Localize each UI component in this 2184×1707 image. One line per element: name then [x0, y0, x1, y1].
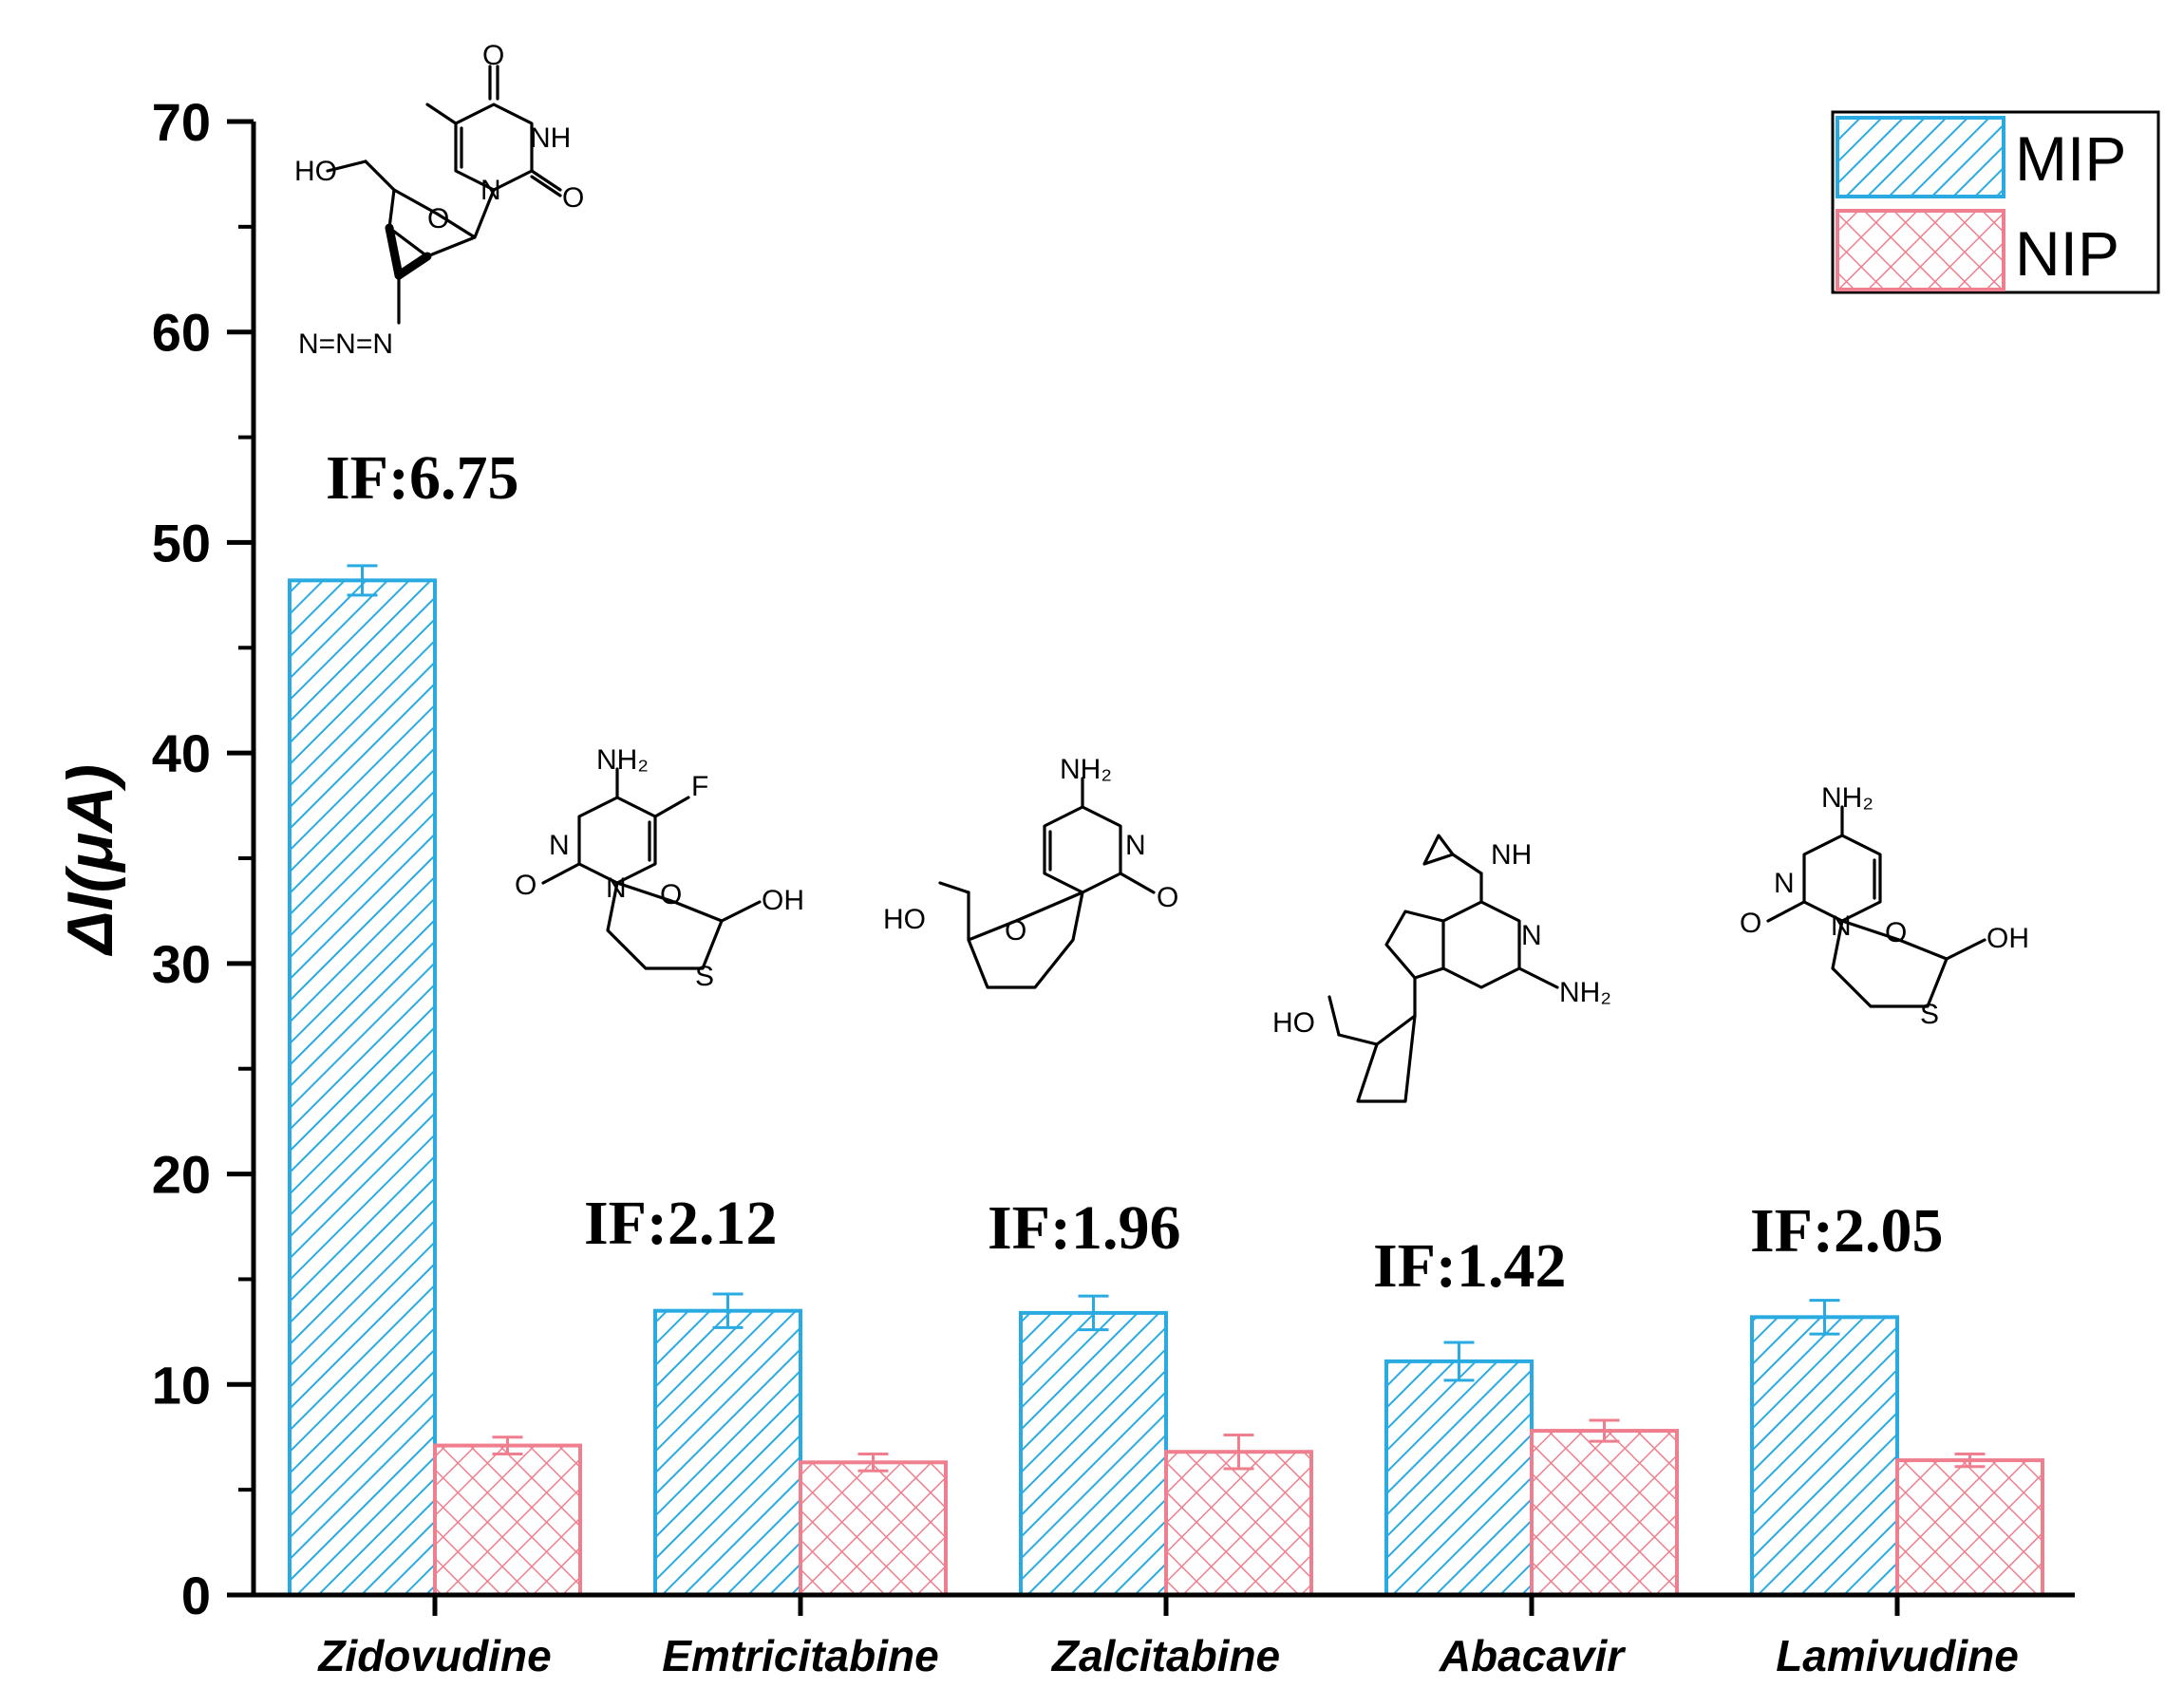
svg-text:O: O	[482, 40, 504, 71]
svg-text:NH₂: NH₂	[1060, 754, 1112, 785]
y-tick-label: 20	[152, 1145, 211, 1205]
svg-text:O: O	[427, 203, 449, 234]
annotation-if-abacavir: IF:1.42	[1373, 1231, 1566, 1301]
bar-nip-lamivudine	[1895, 1458, 2044, 1598]
bar-mip-zalcitabine	[1019, 1310, 1168, 1597]
bar-nip-abacavir	[1530, 1429, 1679, 1598]
error-bar-nip-abacavir	[1589, 1418, 1620, 1443]
error-bar-nip-zalcitabine	[1223, 1433, 1254, 1471]
bar-mip-zidovudine	[288, 578, 437, 1597]
svg-text:N: N	[549, 830, 570, 861]
y-tick-label: 0	[181, 1566, 211, 1625]
annotation-if-zidovudine: IF:6.75	[326, 443, 518, 513]
bar-mip-abacavir	[1384, 1359, 1534, 1597]
annotation-if-emtricitabine: IF:2.12	[584, 1189, 777, 1258]
svg-text:N: N	[1774, 868, 1795, 899]
x-tick-label: Zidovudine	[316, 1631, 551, 1680]
svg-text:O: O	[1005, 915, 1026, 947]
x-tick-label: Zalcitabine	[1050, 1631, 1280, 1680]
svg-text:HO: HO	[1272, 1007, 1315, 1039]
svg-text:O: O	[1157, 882, 1178, 913]
legend-label-nip: NIP	[2015, 218, 2119, 289]
bar-nip-emtricitabine	[799, 1460, 948, 1597]
error-bar-mip-lamivudine	[1809, 1299, 1840, 1336]
x-tick-label: Lamivudine	[1776, 1631, 2019, 1680]
zidovudine-structure: O NH O N O HO N=N=N	[294, 40, 584, 360]
svg-text:N=N=N: N=N=N	[298, 328, 393, 360]
lamivudine-structure: NH₂ N N O O S OH	[1740, 782, 2029, 1030]
svg-text:NH₂: NH₂	[1559, 977, 1611, 1008]
svg-text:O: O	[515, 870, 537, 901]
error-bar-mip-zidovudine	[347, 564, 378, 597]
abacavir-structure: NH N NH₂ HO	[1272, 834, 1611, 1103]
zalcitabine-structure: NH₂ N O HO O	[883, 754, 1178, 989]
error-bar-mip-emtricitabine	[712, 1292, 744, 1329]
svg-text:N: N	[1521, 920, 1542, 951]
error-bar-mip-zalcitabine	[1078, 1294, 1109, 1332]
y-tick-label: 40	[152, 723, 211, 783]
svg-text:O: O	[1885, 917, 1907, 948]
y-tick-label: 60	[152, 303, 211, 363]
bar-mip-emtricitabine	[653, 1308, 802, 1597]
y-axis-minor-ticks	[238, 224, 254, 1492]
x-tick-label: Emtricitabine	[662, 1631, 938, 1680]
svg-text:NH: NH	[530, 122, 571, 154]
x-axis-labels: Zidovudine Emtricitabine Zalcitabine Abacav…	[316, 1595, 2019, 1680]
svg-text:N: N	[1125, 830, 1146, 861]
legend-label-mip: MIP	[2015, 123, 2126, 194]
y-axis-label: ΔI(μA)	[54, 764, 126, 957]
error-bar-nip-zidovudine	[492, 1435, 523, 1455]
svg-text:OH: OH	[762, 885, 804, 916]
x-tick-label: Abacavir	[1439, 1631, 1626, 1680]
svg-text:O: O	[1740, 908, 1761, 939]
y-tick-label: 30	[152, 934, 211, 994]
bar-nip-zidovudine	[433, 1443, 582, 1598]
error-bar-nip-emtricitabine	[857, 1452, 889, 1473]
legend: MIP NIP	[1831, 110, 2160, 294]
svg-text:S: S	[1920, 999, 1939, 1030]
svg-text:N: N	[606, 872, 627, 904]
svg-text:N: N	[480, 175, 501, 206]
svg-text:F: F	[691, 771, 708, 802]
bar-mip-lamivudine	[1750, 1315, 1899, 1598]
annotation-if-lamivudine: IF:2.05	[1750, 1196, 1943, 1266]
svg-text:NH: NH	[1491, 839, 1532, 871]
y-tick-label: 70	[152, 92, 211, 152]
error-bars	[347, 564, 1986, 1473]
svg-text:S: S	[695, 961, 714, 992]
svg-text:O: O	[660, 879, 682, 910]
bar-nip-zalcitabine	[1164, 1450, 1313, 1597]
svg-text:O: O	[562, 182, 584, 214]
y-tick-label: 50	[152, 513, 211, 572]
svg-text:NH₂: NH₂	[596, 744, 649, 776]
error-bar-nip-lamivudine	[1954, 1452, 1986, 1469]
annotation-if-zalcitabine: IF:1.96	[988, 1193, 1180, 1263]
y-axis-ticks: 0 10 20 30 40 50 60 70	[152, 92, 254, 1625]
svg-text:HO: HO	[883, 904, 926, 935]
bars	[288, 578, 2044, 1598]
legend-swatch-mip	[1836, 116, 2005, 198]
emtricitabine-structure: NH₂ F N N O O S OH	[515, 744, 804, 992]
legend-swatch-nip	[1836, 209, 2005, 291]
svg-text:HO: HO	[294, 156, 337, 187]
y-tick-label: 10	[152, 1355, 211, 1415]
svg-text:NH₂: NH₂	[1821, 782, 1873, 814]
svg-text:N: N	[1831, 910, 1852, 942]
svg-text:OH: OH	[1986, 923, 2029, 954]
error-bar-mip-abacavir	[1443, 1341, 1475, 1382]
